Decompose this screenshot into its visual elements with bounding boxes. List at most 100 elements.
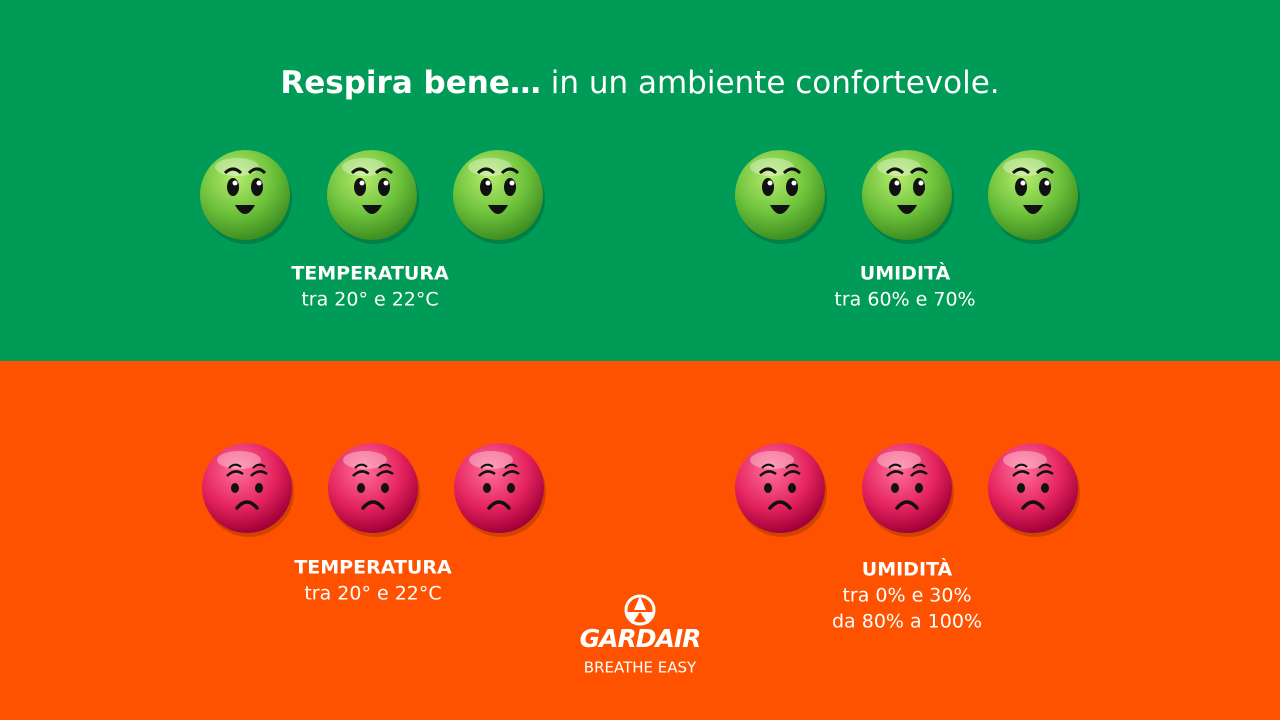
eye <box>483 483 491 493</box>
face <box>328 443 418 533</box>
face-shine <box>1003 451 1047 469</box>
sad-face <box>202 443 294 537</box>
brow <box>910 470 928 477</box>
eye-glint <box>383 180 389 186</box>
brow <box>1035 167 1055 175</box>
mouth <box>1021 500 1045 510</box>
eye-glint <box>232 180 238 186</box>
brow <box>504 463 518 469</box>
sad-face <box>735 443 827 537</box>
face <box>735 443 825 533</box>
brow <box>352 470 370 477</box>
eye <box>889 178 901 196</box>
sad-face <box>454 443 546 537</box>
eye-glint <box>894 180 900 186</box>
eye <box>381 483 389 493</box>
brow <box>783 470 801 477</box>
mouth <box>770 205 790 214</box>
brow <box>782 167 802 175</box>
face <box>862 443 952 533</box>
face <box>862 150 952 240</box>
eye <box>764 483 772 493</box>
brow <box>885 167 905 175</box>
happy-face <box>735 150 827 244</box>
title: Respira bene… in un ambiente confortevol… <box>280 65 999 101</box>
face <box>988 150 1078 240</box>
range: tra 20° e 22°C <box>301 289 438 311</box>
mouth <box>361 500 385 510</box>
brow <box>785 463 799 469</box>
range: tra 0% e 30% <box>842 585 971 607</box>
eye <box>480 178 492 196</box>
eye-glint <box>791 180 797 186</box>
face-shine <box>877 451 921 469</box>
label: TEMPERATURA <box>294 557 452 579</box>
good-section <box>0 0 1280 361</box>
face-shine <box>343 451 387 469</box>
brow <box>480 463 494 469</box>
eye-glint <box>509 180 515 186</box>
face-shine <box>468 158 512 176</box>
brow <box>761 463 775 469</box>
face <box>202 443 292 533</box>
label: UMIDITÀ <box>860 262 951 285</box>
eye <box>915 483 923 493</box>
happy-face <box>453 150 545 244</box>
face <box>453 150 543 240</box>
face <box>454 443 544 533</box>
eye <box>507 483 515 493</box>
brow <box>909 167 929 175</box>
brow <box>247 167 267 175</box>
logo-icon <box>626 596 654 624</box>
brow <box>350 167 370 175</box>
title-bold: Respira bene… <box>280 65 540 101</box>
face-shine <box>215 158 259 176</box>
mouth <box>362 205 382 214</box>
face-shine <box>342 158 386 176</box>
mouth <box>487 500 511 510</box>
eye <box>788 483 796 493</box>
brow <box>1012 470 1030 477</box>
brow <box>378 463 392 469</box>
brow <box>759 470 777 477</box>
face-shine <box>469 451 513 469</box>
eye-glint <box>485 180 491 186</box>
eye-glint <box>1044 180 1050 186</box>
eye <box>378 178 390 196</box>
eye <box>786 178 798 196</box>
label: UMIDITÀ <box>862 558 953 581</box>
mouth <box>895 500 919 510</box>
eye <box>891 483 899 493</box>
sad-face <box>328 443 420 537</box>
happy-face <box>200 150 292 244</box>
logo-name: GARDAIR <box>580 624 701 653</box>
face-shine <box>1003 158 1047 176</box>
brow <box>354 463 368 469</box>
brow <box>1036 470 1054 477</box>
eye <box>1017 483 1025 493</box>
brow <box>502 470 520 477</box>
brow <box>500 167 520 175</box>
label: TEMPERATURA <box>291 263 449 285</box>
brow <box>226 470 244 477</box>
eye <box>762 178 774 196</box>
title-rest: in un ambiente confortevole. <box>541 65 1000 101</box>
face <box>200 150 290 240</box>
eye <box>354 178 366 196</box>
brow <box>1011 167 1031 175</box>
mouth <box>897 205 917 214</box>
happy-face <box>988 150 1080 244</box>
face <box>735 150 825 240</box>
face-shine <box>750 451 794 469</box>
sad-face <box>862 443 954 537</box>
mouth <box>235 205 255 214</box>
brow <box>1014 463 1028 469</box>
eye-glint <box>359 180 365 186</box>
brow <box>374 167 394 175</box>
eye <box>227 178 239 196</box>
brow <box>912 463 926 469</box>
eye <box>231 483 239 493</box>
eye-glint <box>256 180 262 186</box>
mouth <box>1023 205 1043 214</box>
